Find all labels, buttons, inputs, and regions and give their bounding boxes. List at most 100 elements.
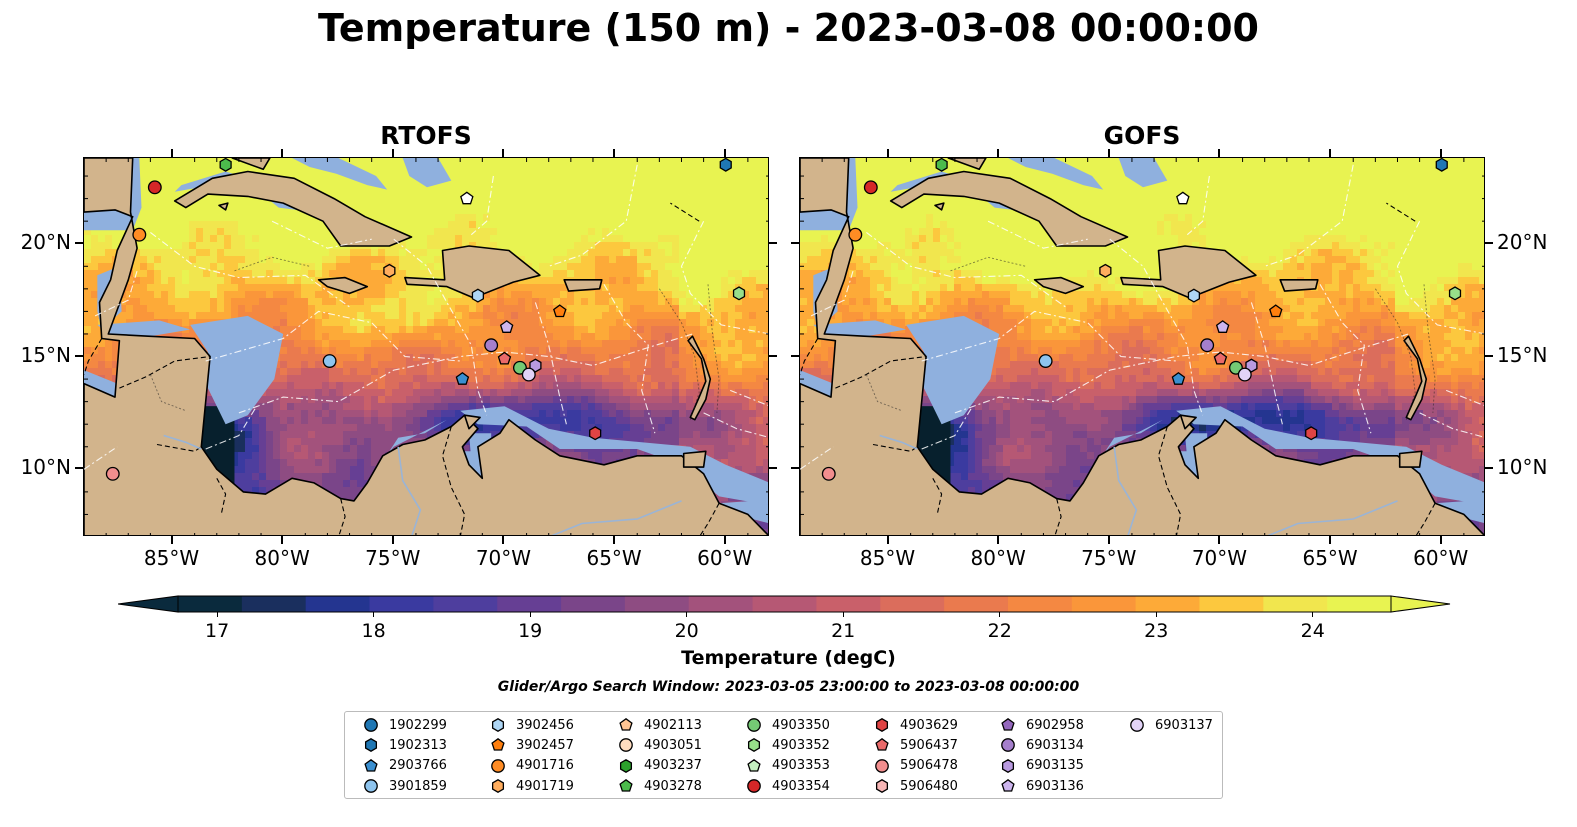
hexagon-marker-icon bbox=[364, 738, 378, 753]
colorbar-bin bbox=[369, 596, 434, 612]
lon-tick-mark bbox=[723, 536, 726, 544]
lon-tick-mark bbox=[1439, 536, 1442, 544]
lon-tick-label: 85°W bbox=[859, 546, 916, 570]
colorbar-tick-mark bbox=[842, 612, 844, 617]
circle-marker-icon bbox=[1001, 738, 1015, 753]
float-marker-6 bbox=[1099, 263, 1112, 278]
lon-tick-mark bbox=[391, 536, 394, 544]
pentagon-marker-icon bbox=[1001, 779, 1015, 792]
circle-marker-icon bbox=[1130, 718, 1144, 732]
legend-marker bbox=[747, 718, 761, 732]
legend-marker bbox=[747, 758, 761, 772]
legend-item: 6903136 bbox=[1000, 777, 1084, 795]
legend-marker bbox=[364, 718, 378, 732]
legend-item: 4903354 bbox=[746, 777, 830, 795]
colorbar-bin bbox=[433, 596, 498, 612]
legend-label: 4901719 bbox=[516, 778, 574, 794]
legend-marker bbox=[491, 758, 505, 773]
colorbar-bin bbox=[1327, 596, 1392, 612]
lon-tick-label: 85°W bbox=[143, 546, 200, 570]
legend-marker bbox=[747, 779, 761, 794]
legend-marker bbox=[1001, 738, 1015, 753]
float-marker-16 bbox=[521, 367, 536, 382]
legend-marker bbox=[875, 758, 889, 773]
pentagon-marker-icon bbox=[619, 717, 633, 731]
colorbar-tick-label: 18 bbox=[361, 620, 386, 642]
legend-marker bbox=[491, 718, 505, 732]
legend-label: 5906437 bbox=[900, 737, 958, 753]
legend-item: 6903137 bbox=[1129, 716, 1213, 734]
legend-item: 6903135 bbox=[1000, 757, 1084, 775]
legend-label: 6902958 bbox=[1026, 717, 1084, 733]
lon-tick-mark-top bbox=[886, 149, 889, 157]
pentagon-marker-icon bbox=[364, 758, 378, 772]
land-masses bbox=[800, 158, 1484, 535]
float-marker-9 bbox=[553, 304, 567, 318]
colorbar-bin bbox=[1007, 596, 1073, 612]
float-marker-12 bbox=[1213, 351, 1228, 365]
pentagon-marker-icon bbox=[1001, 717, 1015, 731]
lon-tick-mark bbox=[886, 536, 889, 544]
colorbar-tick-mark bbox=[529, 612, 531, 617]
frame-ticks bbox=[84, 158, 768, 535]
rtofs-map bbox=[83, 157, 769, 536]
float-marker-16 bbox=[1237, 367, 1252, 382]
legend-label: 4901716 bbox=[516, 758, 574, 774]
float-marker-17 bbox=[1171, 371, 1186, 385]
legend-item: 3901859 bbox=[363, 777, 447, 795]
lon-tick-mark-top bbox=[723, 149, 726, 157]
legend-label: 5906478 bbox=[900, 758, 958, 774]
lat-tick-mark-inner bbox=[791, 241, 799, 244]
colorbar-tick-mark bbox=[999, 612, 1001, 617]
lon-tick-mark-top bbox=[281, 149, 284, 157]
legend-label: 6903134 bbox=[1026, 737, 1084, 753]
float-marker-10 bbox=[1215, 320, 1230, 333]
colorbar-min-arrow bbox=[117, 595, 179, 613]
gofs-map-svg bbox=[800, 158, 1484, 535]
float-marker-11 bbox=[1200, 338, 1215, 353]
lat-tick-mark bbox=[75, 354, 83, 357]
float-marker-3 bbox=[147, 180, 162, 195]
lon-tick-mark bbox=[997, 536, 1000, 544]
float-legend: 1902299 1902313 2903766 3901859 3902456 39024… bbox=[344, 711, 1223, 799]
colorbar-bin bbox=[816, 596, 881, 612]
float-marker-19 bbox=[105, 466, 120, 481]
lon-tick-label: 65°W bbox=[1302, 546, 1358, 570]
float-marker-8 bbox=[1448, 286, 1462, 301]
circle-marker-icon bbox=[747, 779, 761, 794]
legend-label: 1902313 bbox=[389, 737, 447, 753]
colorbar-bin bbox=[561, 596, 626, 612]
legend-label: 4903353 bbox=[772, 758, 830, 774]
lon-tick-mark-top bbox=[170, 149, 173, 157]
hexagon-marker-icon bbox=[875, 779, 889, 794]
legend-item: 4901716 bbox=[490, 757, 574, 775]
legend-label: 4903051 bbox=[644, 737, 702, 753]
float-marker-6 bbox=[383, 263, 396, 278]
legend-item: 6903134 bbox=[1000, 736, 1084, 754]
circle-marker-icon bbox=[364, 718, 378, 732]
legend-marker bbox=[875, 718, 889, 732]
lon-tick-mark-top bbox=[613, 149, 616, 157]
float-marker-7 bbox=[471, 288, 484, 303]
float-marker-3 bbox=[863, 180, 878, 195]
colorbar-tick-label: 21 bbox=[831, 620, 856, 642]
legend-marker bbox=[875, 738, 889, 752]
panel-title-gofs: GOFS bbox=[1103, 121, 1181, 150]
lon-tick-mark-top bbox=[997, 149, 1000, 157]
lon-tick-mark bbox=[1329, 536, 1332, 544]
colorbar-tick-mark bbox=[686, 612, 688, 617]
isobath-contours bbox=[865, 256, 1436, 420]
legend-label: 1902299 bbox=[389, 717, 447, 733]
colorbar-bin bbox=[497, 596, 562, 612]
colorbar-tick-label: 24 bbox=[1300, 620, 1325, 642]
legend-label: 4903350 bbox=[772, 717, 830, 733]
pentagon-marker-icon bbox=[875, 738, 889, 752]
lon-tick-label: 65°W bbox=[586, 546, 642, 570]
colorbar-bin bbox=[880, 596, 945, 612]
colorbar-tick-label: 19 bbox=[518, 620, 543, 642]
search-window-caption: Glider/Argo Search Window: 2023-03-05 23… bbox=[497, 679, 1080, 695]
legend-item: 4903352 bbox=[746, 736, 830, 754]
isobath-contours bbox=[149, 256, 720, 420]
circle-marker-icon bbox=[619, 738, 633, 753]
float-marker-5 bbox=[132, 227, 147, 242]
